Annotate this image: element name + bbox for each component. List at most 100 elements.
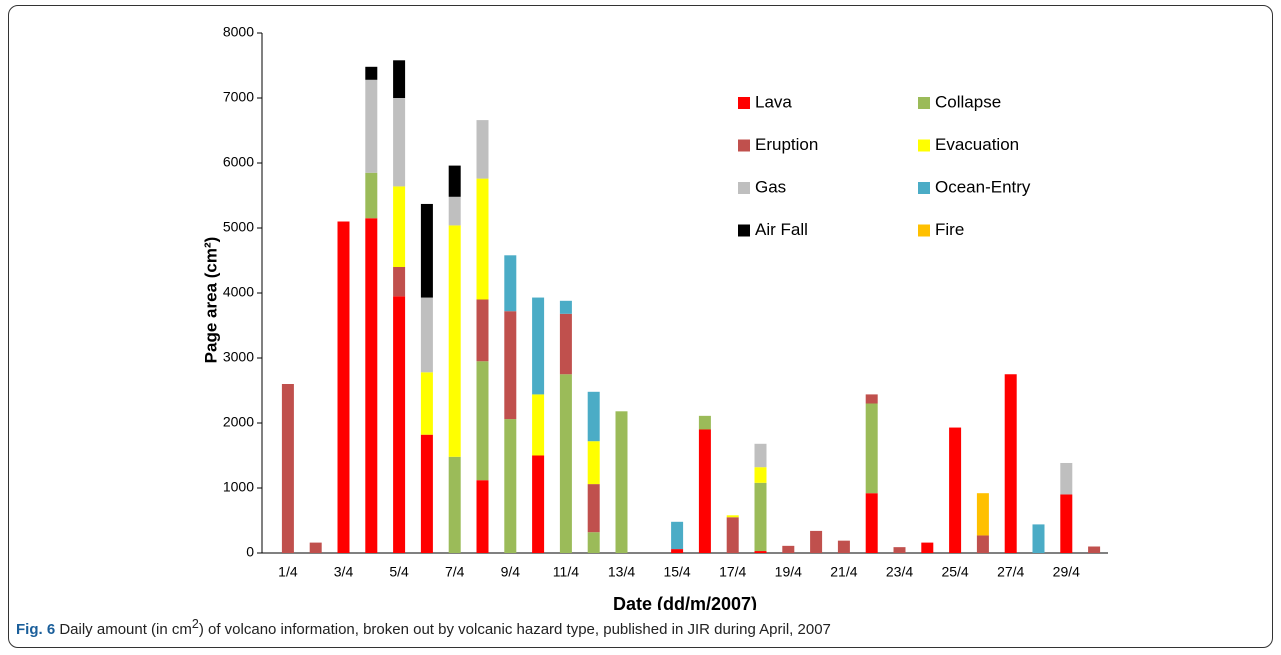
legend-swatch <box>918 97 930 109</box>
legend-swatch <box>918 224 930 237</box>
bar-segment <box>504 255 517 312</box>
x-tick-label: 3/4 <box>334 564 354 580</box>
bar-segment <box>921 542 934 553</box>
bar-segment <box>393 267 406 297</box>
bar-segment <box>976 493 989 536</box>
x-tick-label: 1/4 <box>278 564 298 580</box>
legend-label: Collapse <box>935 92 1001 111</box>
bar-segment <box>476 361 489 481</box>
legend-swatch <box>738 182 750 194</box>
bar-segment <box>559 313 572 375</box>
x-tick-label: 19/4 <box>775 564 802 580</box>
bar-segment <box>615 411 628 553</box>
x-axis-label: Date (dd/m/2007) <box>613 594 757 610</box>
bar-segment <box>504 419 517 553</box>
x-tick-label: 11/4 <box>553 564 579 580</box>
x-tick-label: 27/4 <box>997 564 1024 580</box>
legend-swatch <box>738 224 750 237</box>
bar-segment <box>587 484 600 533</box>
bar-segment <box>726 515 739 518</box>
x-tick-label: 7/4 <box>445 564 465 580</box>
bar-segment <box>365 66 378 80</box>
legend-swatch <box>918 182 930 194</box>
bar-segment <box>726 517 739 553</box>
x-tick-label: 5/4 <box>389 564 409 580</box>
legend-label: Ocean-Entry <box>935 177 1031 196</box>
bar-segment <box>532 394 545 456</box>
y-tick-label: 2000 <box>223 414 254 430</box>
bar-segment <box>504 311 517 420</box>
y-tick-label: 4000 <box>223 284 254 300</box>
bar-segment <box>671 549 684 553</box>
bar-segment <box>337 221 350 553</box>
x-tick-label: 29/4 <box>1053 564 1080 580</box>
y-axis-label: Page area (cm²) <box>201 237 220 364</box>
caption-text: ) of volcano information, broken out by … <box>198 621 831 638</box>
bar-segment <box>281 384 294 553</box>
bar-segment <box>365 79 378 173</box>
legend-label: Eruption <box>755 135 818 154</box>
bar-segment <box>587 441 600 485</box>
bar-segment <box>309 542 322 553</box>
x-tick-label: 17/4 <box>719 564 746 580</box>
bar-segment <box>587 391 600 442</box>
y-tick-label: 8000 <box>223 24 254 40</box>
bar-segment <box>559 300 572 314</box>
legend-swatch <box>918 139 930 152</box>
bar-segment <box>754 482 767 552</box>
bar-segment <box>698 415 711 430</box>
x-tick-label: 23/4 <box>886 564 913 580</box>
bar-segment <box>393 296 406 553</box>
bar-segment <box>754 443 767 468</box>
bar-segment <box>1088 546 1101 553</box>
x-tick-label: 21/4 <box>830 564 857 580</box>
legend-label: Evacuation <box>935 135 1019 154</box>
bar-segment <box>476 178 489 300</box>
bar-segment <box>420 372 433 435</box>
bar-segment <box>476 480 489 553</box>
legend-label: Lava <box>755 92 792 111</box>
bar-segment <box>393 98 406 187</box>
y-tick-label: 3000 <box>223 349 254 365</box>
chart: Page area (cm²) Date (dd/m/2007) 0 1000 20… <box>201 24 1108 610</box>
x-tick-label: 9/4 <box>501 564 521 580</box>
caption: Fig. 6 Daily amount (in cm2) of volcano … <box>16 617 831 638</box>
bar-segment <box>754 551 767 553</box>
bar-segment <box>393 186 406 267</box>
bar-segment <box>532 297 545 395</box>
bar-segment <box>1004 374 1017 553</box>
bar-segment <box>476 120 489 179</box>
x-tick-label: 25/4 <box>941 564 968 580</box>
bar-segment <box>420 203 433 298</box>
bar-segment <box>837 540 850 553</box>
bar-segment <box>559 374 572 553</box>
bar-segment <box>1060 494 1073 553</box>
bar-segment <box>671 521 684 550</box>
bar-segment <box>949 427 962 553</box>
bar-segment <box>810 530 823 553</box>
bar-segment <box>365 172 378 219</box>
y-tick-label: 6000 <box>223 154 254 170</box>
bar-segment <box>865 403 878 494</box>
bar-segment <box>587 532 600 553</box>
bar-segment <box>698 429 711 553</box>
figure-frame <box>8 5 1273 648</box>
caption-text: Daily amount (in cm <box>59 621 192 638</box>
y-tick-label: 1000 <box>223 479 254 495</box>
bar-segment <box>865 493 878 553</box>
x-tick-label: 13/4 <box>608 564 635 580</box>
y-tick-label: 0 <box>246 544 254 560</box>
bar-segment <box>448 225 461 457</box>
bar-segment <box>1060 462 1073 495</box>
legend-label: Air Fall <box>755 220 808 239</box>
bar-segment <box>865 394 878 404</box>
bar-segment <box>754 467 767 483</box>
legend-label: Gas <box>755 177 786 196</box>
bar-segment <box>893 547 906 553</box>
bar-segment <box>448 456 461 553</box>
bar-segment <box>532 455 545 553</box>
bar-segment <box>448 196 461 226</box>
bar-segment <box>420 434 433 553</box>
legend-label: Fire <box>935 220 964 239</box>
caption-label: Fig. 6 <box>16 621 56 638</box>
